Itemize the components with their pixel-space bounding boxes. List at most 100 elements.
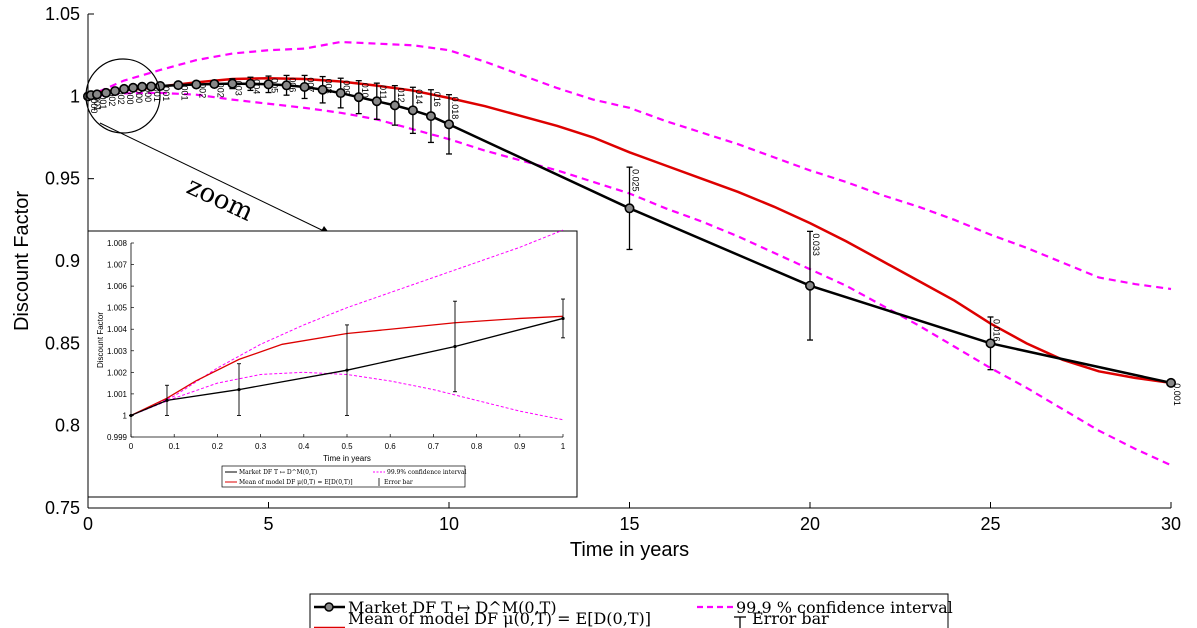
error-bar-label: 011 (378, 85, 388, 99)
inset-frame (87, 230, 578, 498)
error-bar-label: 016 (432, 92, 442, 107)
inset-legend-label: 99.9% confidence interval (387, 469, 466, 476)
error-bar-label: 000 (89, 98, 99, 113)
market-df-point (209, 78, 220, 89)
market-df-point (137, 81, 148, 92)
market-df-point (624, 203, 635, 214)
error-bar-label: 000 (134, 88, 144, 103)
error-bar-label: 001 (152, 87, 162, 102)
inset-y-tick-label: 1.004 (107, 325, 128, 334)
inset-x-tick-label: 0.8 (471, 442, 483, 451)
market-df-point (1166, 377, 1177, 388)
market-df-point (263, 79, 274, 90)
error-bar-label: 001 (98, 94, 108, 109)
market-df-point (128, 82, 139, 93)
error-bar-label: 001 (179, 85, 189, 100)
error-bar-label: 008 (324, 79, 334, 94)
inset-legend-label: Market DF T ↦ D^M(0,T) (239, 469, 317, 476)
error-bar-label: 014 (414, 89, 424, 104)
ci-upper-line (87, 40, 1172, 291)
market-df-point (407, 105, 418, 116)
error-bar-label: 0.033 (811, 233, 821, 256)
error-bar-label: 007 (306, 77, 316, 92)
inset-y-tick-label: 1.002 (107, 368, 128, 377)
legend-label-mean: Mean of model DF μ(0,T) = E[D(0,T)] (348, 609, 651, 628)
x-axis-label: Time in years (570, 539, 689, 561)
error-bar-label: 012 (396, 88, 406, 103)
inset-y-tick-label: 1.003 (107, 347, 128, 356)
error-bar-label: 0.018 (450, 97, 460, 120)
inset-x-tick-label: 0.5 (341, 442, 353, 451)
x-tick-label: 25 (980, 514, 1000, 534)
inset-x-tick-label: 0 (129, 442, 134, 451)
legend-swatch-market-marker (324, 602, 334, 612)
market-df-point (110, 86, 121, 97)
error-bar-label: 002 (215, 83, 225, 98)
market-df-point (191, 79, 202, 90)
market-df-point (371, 96, 382, 107)
y-tick-label: 1.05 (45, 4, 80, 24)
y-tick-label: 0.9 (55, 251, 80, 271)
inset-y-tick-label: 1.001 (107, 390, 128, 399)
inset-market-df-point (561, 316, 565, 321)
error-bar-label: 002 (116, 90, 126, 105)
error-bar-label: 0.001 (1172, 383, 1182, 406)
inset-market-df-line (130, 317, 564, 417)
inset-x-tick-label: 0.6 (385, 442, 397, 451)
x-tick-label: 15 (619, 514, 639, 534)
market-df-point (389, 100, 400, 111)
inset-legend-label: Mean of model DF μ(0,T) = E[D(0,T)] (239, 479, 353, 486)
x-tick-label: 20 (800, 514, 820, 534)
error-bar-label: 002 (197, 83, 207, 98)
error-bar-label: 002 (107, 91, 117, 106)
market-df-point (173, 80, 184, 91)
inset-legend-label: Error bar (384, 479, 413, 486)
inset-market-df-point (165, 398, 169, 402)
inset-legend-box (221, 465, 466, 488)
inset-y-tick-label: 1.008 (107, 239, 128, 248)
y-tick-label: 1 (70, 86, 80, 106)
zoom-inset-plot: 0 0.1 0.2 0.3 0.4 0.5 0.6 0.7 0.8 0.9 1 0.999 1 1.001… (87, 229, 578, 498)
x-tick-label: 10 (439, 514, 459, 534)
market-df-point (317, 84, 328, 95)
error-bar-label: 004 (251, 79, 261, 94)
market-df-point (92, 89, 103, 100)
inset-y-axis-label: Discount Factor (96, 312, 105, 368)
error-bar-label: 000 (143, 87, 153, 102)
error-bar-label: 009 (342, 80, 352, 95)
inset-x-tick-label: 0.4 (298, 442, 310, 451)
error-bar-label: 003 (233, 81, 243, 96)
market-df-point (146, 81, 157, 92)
legend-box (309, 593, 949, 628)
error-bar-label: 000 (125, 89, 135, 104)
error-bar-label: 0.016 (992, 319, 1002, 342)
main-plot: 0 5 10 15 20 25 300.750.80.850.90.9511.05Time … (11, 4, 1182, 561)
inset-y-tick-label: 1 (123, 411, 128, 420)
inset-y-tick-label: 1.006 (107, 282, 128, 291)
inset-market-df-point (453, 344, 457, 349)
market-df-point (985, 338, 996, 349)
inset-market-df-point (129, 413, 133, 418)
market-df-point (245, 78, 256, 89)
inset-x-tick-label: 0.2 (212, 442, 224, 451)
market-df-point (281, 80, 292, 91)
inset-x-tick-label: 0.7 (428, 442, 440, 451)
inset-x-tick-label: 1 (561, 442, 566, 451)
inset-market-df-point (345, 368, 349, 372)
zoom-circle (85, 58, 161, 134)
error-bar-label: 001 (92, 96, 102, 111)
y-tick-label: 0.75 (45, 498, 80, 518)
market-df-point (443, 119, 454, 130)
inset-x-tick-label: 0.9 (514, 442, 526, 451)
legend-label-errorbar: Error bar (752, 609, 829, 628)
market-df-point (804, 280, 815, 291)
market-df-point (425, 111, 436, 122)
inset-y-tick-label: 1.007 (107, 261, 128, 270)
x-tick-label: 0 (83, 514, 93, 534)
y-tick-label: 0.85 (45, 333, 80, 353)
inset-y-tick-label: 0.999 (107, 433, 128, 442)
inset-x-tick-label: 0.3 (255, 442, 267, 451)
inset-model-mean-line (130, 315, 564, 417)
inset-x-tick-label: 0.1 (169, 442, 181, 451)
